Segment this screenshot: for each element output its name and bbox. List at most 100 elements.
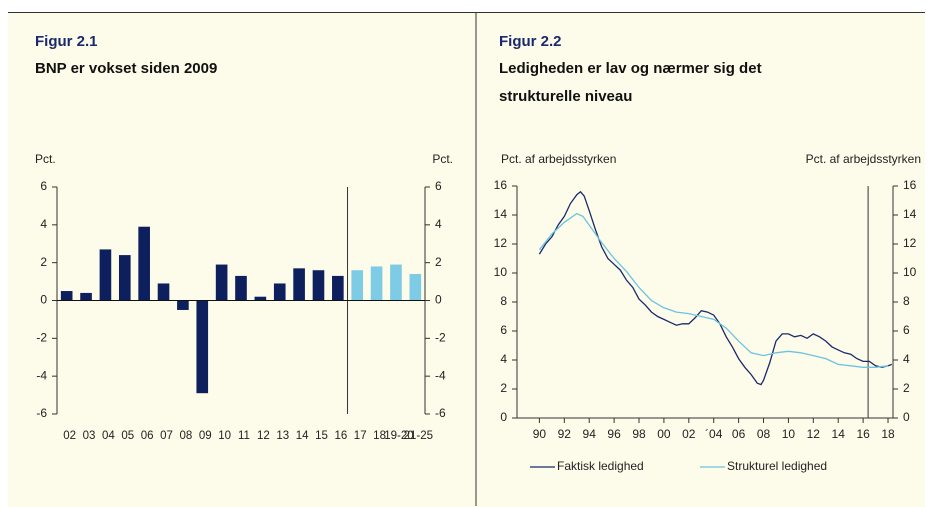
bar xyxy=(118,255,131,301)
y-tick-label: 8 xyxy=(500,294,507,308)
y2-tick-label: 2 xyxy=(903,381,910,395)
x-tick-label: 02 xyxy=(63,430,76,442)
bar xyxy=(293,268,305,301)
chart-title: Ledigheden er lav og nærmer sig det stru… xyxy=(499,60,762,105)
bar xyxy=(351,270,364,301)
x-tick-label: 17 xyxy=(354,430,367,442)
bar xyxy=(254,296,267,301)
bar xyxy=(390,264,402,301)
x-tick-label: 18 xyxy=(881,427,895,441)
x-tick-label: 12 xyxy=(807,427,821,441)
x-tick-label: 21-25 xyxy=(404,430,433,442)
x-tick-label: 12 xyxy=(257,430,270,442)
x-tick-label: 16 xyxy=(334,430,347,442)
bar xyxy=(196,300,209,394)
x-tick-label: 03 xyxy=(83,430,96,442)
bar xyxy=(312,270,325,301)
x-tick-label: 18 xyxy=(373,430,386,442)
y-tick-label: 14 xyxy=(494,207,508,221)
x-tick-label: 02 xyxy=(682,427,696,441)
y-tick-label: 10 xyxy=(494,265,508,279)
bar xyxy=(80,292,92,301)
y2-tick-label: 4 xyxy=(903,352,910,366)
chart-title: BNP er vokset siden 2009 xyxy=(35,60,218,77)
x-tick-label: 92 xyxy=(558,427,572,441)
y-axis-label: Pct. af arbejdsstyrken xyxy=(501,152,616,166)
bar xyxy=(138,226,150,301)
y2-tick-label: 12 xyxy=(903,236,917,250)
y-tick-label: -4 xyxy=(36,368,47,382)
x-tick-label: ´04 xyxy=(705,427,723,441)
x-tick-label: 96 xyxy=(607,427,621,441)
x-tick-label: 90 xyxy=(533,427,547,441)
x-tick-label: 10 xyxy=(782,427,796,441)
bar xyxy=(409,274,422,301)
x-tick-label: 08 xyxy=(179,430,192,442)
y2-tick-label: 10 xyxy=(903,265,917,279)
x-tick-label: 07 xyxy=(160,430,173,442)
bar xyxy=(215,264,228,301)
y-tick-label: -2 xyxy=(36,331,47,345)
y2-tick-label: -6 xyxy=(435,406,446,420)
bar xyxy=(177,300,189,310)
y-tick-label: 4 xyxy=(500,352,507,366)
y2-tick-label: 2 xyxy=(435,255,442,269)
bar xyxy=(370,266,383,301)
x-tick-label: 05 xyxy=(121,430,134,442)
bar xyxy=(99,249,112,301)
y2-tick-label: 6 xyxy=(903,323,910,337)
y2-axis-label: Pct. xyxy=(432,152,453,166)
x-tick-label: 00 xyxy=(657,427,671,441)
x-tick-label: 11 xyxy=(238,430,250,442)
x-tick-label: 16 xyxy=(856,427,870,441)
y-tick-label: 16 xyxy=(494,178,508,192)
x-tick-label: 94 xyxy=(583,427,597,441)
x-tick-label: 14 xyxy=(832,427,846,441)
x-tick-label: 04 xyxy=(102,430,115,442)
bar xyxy=(273,283,286,301)
x-tick-label: 19-20 xyxy=(384,430,413,442)
bar xyxy=(235,275,247,301)
y2-tick-label: 0 xyxy=(903,410,910,424)
legend-label: Strukturel ledighed xyxy=(727,459,827,473)
y-tick-label: 4 xyxy=(40,217,47,231)
y2-tick-label: 16 xyxy=(903,178,917,192)
y2-tick-label: 4 xyxy=(435,217,442,231)
x-tick-label: 13 xyxy=(276,430,289,442)
x-tick-label: 15 xyxy=(315,430,328,442)
y-tick-label: 0 xyxy=(40,293,47,307)
x-tick-label: 08 xyxy=(757,427,771,441)
x-tick-label: 14 xyxy=(296,430,309,442)
line-series xyxy=(538,190,893,386)
y-tick-label: 6 xyxy=(40,179,47,193)
figure-label: Figur 2.2 xyxy=(499,33,562,50)
bar xyxy=(157,283,170,301)
x-tick-label: 98 xyxy=(632,427,646,441)
bar xyxy=(332,275,344,301)
y-tick-label: -6 xyxy=(36,406,47,420)
y2-tick-label: 8 xyxy=(903,294,910,308)
y2-tick-label: -2 xyxy=(435,331,446,345)
y-tick-label: 6 xyxy=(500,323,507,337)
x-tick-label: 06 xyxy=(141,430,154,442)
y2-tick-label: 14 xyxy=(903,207,917,221)
panel-background xyxy=(8,12,925,507)
y2-tick-label: 0 xyxy=(435,293,442,307)
line-series xyxy=(538,212,889,368)
y2-tick-label: -4 xyxy=(435,368,446,382)
x-tick-label: 09 xyxy=(199,430,212,442)
y-axis-label: Pct. xyxy=(35,152,56,166)
legend-label: Faktisk ledighed xyxy=(557,459,644,473)
y-tick-label: 2 xyxy=(500,381,507,395)
x-tick-label: 10 xyxy=(218,430,231,442)
y-tick-label: 2 xyxy=(40,255,47,269)
y2-axis-label: Pct. af arbejdsstyrken xyxy=(806,152,921,166)
figure-label: Figur 2.1 xyxy=(35,33,98,50)
bar xyxy=(60,291,73,301)
x-tick-label: 06 xyxy=(732,427,746,441)
y-tick-label: 12 xyxy=(494,236,508,250)
y2-tick-label: 6 xyxy=(435,179,442,193)
y-tick-label: 0 xyxy=(500,410,507,424)
